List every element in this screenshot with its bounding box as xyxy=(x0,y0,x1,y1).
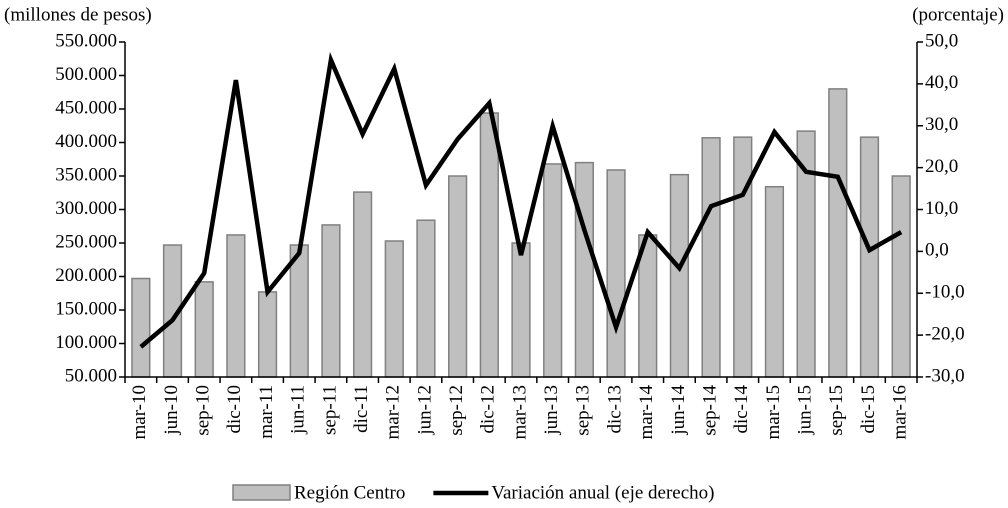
x-tick-label: mar-13 xyxy=(509,385,530,440)
y2-tick-label: 50,0 xyxy=(925,30,958,51)
y-tick-label: 500.000 xyxy=(55,64,117,85)
x-tick-label: jun-14 xyxy=(668,385,689,436)
y-tick-label: 100.000 xyxy=(55,332,117,353)
bar xyxy=(891,175,911,378)
y-tick-label: 400.000 xyxy=(55,131,117,152)
y-tick-label: 350.000 xyxy=(55,164,117,185)
bar xyxy=(194,281,214,378)
x-tick-label: jun-11 xyxy=(288,385,309,435)
y2-tick-label: -20,0 xyxy=(925,323,965,344)
y-tick-label: 450.000 xyxy=(55,97,117,118)
bar xyxy=(384,240,404,378)
x-tick-label: mar-14 xyxy=(636,385,657,440)
bar xyxy=(131,277,151,378)
y-tick-label: 150.000 xyxy=(55,298,117,319)
y-tick-label: 550.000 xyxy=(55,30,117,51)
x-tick-label: mar-16 xyxy=(890,385,911,440)
bar xyxy=(543,163,563,378)
bar xyxy=(416,219,436,378)
bar xyxy=(733,136,753,378)
legend-label: Región Centro xyxy=(294,482,405,503)
bar xyxy=(511,242,531,378)
x-tick-label: mar-10 xyxy=(129,385,150,440)
x-tick-label: jun-13 xyxy=(541,385,562,436)
bar xyxy=(289,244,309,378)
y2-tick-label: -30,0 xyxy=(925,365,965,386)
x-tick-label: sep-12 xyxy=(446,385,467,436)
bar xyxy=(321,224,341,378)
y-axis-label: (millones de pesos) xyxy=(4,4,152,25)
legend-label: Variación anual (eje derecho) xyxy=(491,482,714,503)
y2-tick-label: 0,0 xyxy=(925,240,949,261)
y-tick-label: 50.000 xyxy=(65,365,117,386)
x-tick-label: mar-11 xyxy=(256,385,277,439)
x-tick-label: dic-14 xyxy=(731,385,752,434)
x-tick-label: jun-15 xyxy=(794,385,815,436)
x-tick-label: dic-12 xyxy=(478,385,499,434)
y2-tick-label: -10,0 xyxy=(925,282,965,303)
x-tick-label: sep-11 xyxy=(319,385,340,435)
x-tick-label: dic-13 xyxy=(604,385,625,434)
y2-tick-label: 30,0 xyxy=(925,114,958,135)
bar xyxy=(764,185,785,378)
bar xyxy=(828,88,848,378)
legend-swatch xyxy=(232,484,291,501)
line xyxy=(139,52,903,349)
y-tick-label: 250.000 xyxy=(55,231,117,252)
y-tick-label: 300.000 xyxy=(55,198,117,219)
bar xyxy=(479,112,499,378)
x-tick-label: sep-10 xyxy=(193,385,214,436)
bar xyxy=(226,234,246,378)
y2-tick-label: 20,0 xyxy=(925,156,958,177)
bar xyxy=(574,161,594,378)
x-tick-label: dic-15 xyxy=(858,385,879,434)
bar xyxy=(701,137,721,378)
bar xyxy=(352,191,373,378)
x-tick-label: sep-14 xyxy=(699,385,720,436)
y-tick-label: 200.000 xyxy=(55,265,117,286)
bar xyxy=(448,175,468,378)
x-tick-label: jun-12 xyxy=(414,385,435,436)
bar xyxy=(859,136,880,378)
y2-tick-label: 10,0 xyxy=(925,198,958,219)
x-tick-label: dic-10 xyxy=(224,385,245,434)
bar xyxy=(796,130,816,378)
x-tick-label: mar-15 xyxy=(763,385,784,440)
bar xyxy=(257,291,278,378)
x-tick-label: sep-15 xyxy=(826,385,847,436)
x-tick-label: dic-11 xyxy=(351,385,372,433)
y2-tick-label: 40,0 xyxy=(925,72,958,93)
x-tick-label: mar-12 xyxy=(383,385,404,440)
x-tick-label: jun-10 xyxy=(161,385,182,436)
y2-axis-label: (porcentaje) xyxy=(912,4,1004,25)
x-tick-label: sep-13 xyxy=(573,385,594,436)
bar xyxy=(606,169,626,378)
bar xyxy=(669,173,690,378)
